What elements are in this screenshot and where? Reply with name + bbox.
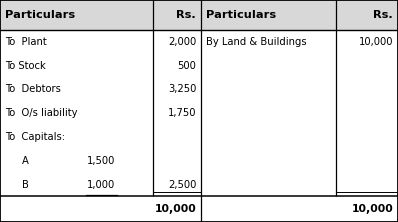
- Text: 2,500: 2,500: [168, 180, 196, 190]
- Text: 1,500: 1,500: [87, 156, 115, 166]
- Text: 1,000: 1,000: [87, 180, 115, 190]
- Text: 2,000: 2,000: [168, 37, 196, 47]
- Text: By Land & Buildings: By Land & Buildings: [206, 37, 306, 47]
- Bar: [0, 0, 398, 30]
- Text: 10,000: 10,000: [359, 37, 393, 47]
- Text: B: B: [22, 180, 29, 190]
- Text: 3,250: 3,250: [168, 84, 196, 94]
- Text: To  Debtors: To Debtors: [5, 84, 60, 94]
- Text: To Stock: To Stock: [5, 61, 45, 71]
- Text: To  O/s liability: To O/s liability: [5, 108, 77, 118]
- Text: 500: 500: [178, 61, 196, 71]
- Text: Particulars: Particulars: [206, 10, 276, 20]
- Text: 10,000: 10,000: [154, 204, 196, 214]
- Text: To  Capitals:: To Capitals:: [5, 132, 65, 142]
- Text: Rs.: Rs.: [176, 10, 196, 20]
- Text: A: A: [22, 156, 29, 166]
- Text: 1,750: 1,750: [168, 108, 196, 118]
- Text: To  Plant: To Plant: [5, 37, 47, 47]
- Text: Rs.: Rs.: [373, 10, 393, 20]
- Text: Particulars: Particulars: [5, 10, 75, 20]
- Text: 10,000: 10,000: [351, 204, 393, 214]
